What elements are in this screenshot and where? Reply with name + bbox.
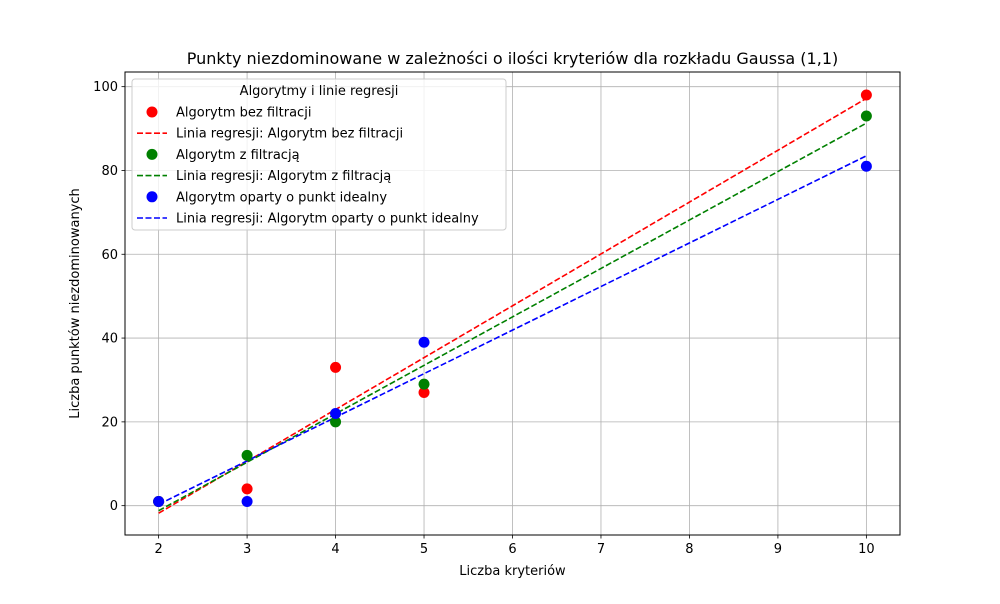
- legend-box: [131, 78, 507, 231]
- x-tick-label: 9: [774, 542, 782, 557]
- legend-label: Algorytm z filtracją: [176, 148, 300, 163]
- y-tick-label: 100: [93, 80, 118, 95]
- data-point: [418, 336, 430, 348]
- y-tick-label: 60: [101, 248, 118, 263]
- x-tick-label: 5: [420, 542, 428, 557]
- x-axis-ticks: 2 3 4 5 6 7 8 9 10: [154, 535, 875, 557]
- x-tick-label: 4: [331, 542, 339, 557]
- data-point: [860, 110, 872, 122]
- y-tick-label: 80: [101, 164, 118, 179]
- data-point: [241, 449, 253, 461]
- y-tick-label: 20: [101, 415, 118, 430]
- data-point: [241, 495, 253, 507]
- data-point: [860, 89, 872, 101]
- x-tick-label: 3: [243, 542, 251, 557]
- legend-label: Linia regresji: Algorytm oparty o punkt …: [176, 212, 479, 227]
- legend-label: Algorytm bez filtracji: [176, 106, 311, 121]
- data-point: [153, 495, 165, 507]
- legend-entries: Algorytm bez filtracji Linia regresji: Al…: [137, 106, 479, 227]
- data-point: [330, 416, 342, 428]
- data-point: [860, 160, 872, 172]
- y-axis-label: Liczba punktów niezdominowanych: [68, 188, 83, 419]
- data-point: [241, 483, 253, 495]
- regression-line: [158, 155, 867, 506]
- data-point: [330, 361, 342, 373]
- y-axis-ticks: 0 20 40 60 80 100: [93, 80, 125, 514]
- data-point: [418, 387, 430, 399]
- legend-title: Algorytmy i linie regresji: [240, 84, 399, 99]
- legend-label: Algorytm oparty o punkt idealny: [176, 190, 387, 205]
- y-tick-label: 40: [101, 332, 118, 347]
- data-point: [330, 407, 342, 419]
- chart-title: Punkty niezdominowane w zależności o ilo…: [187, 49, 838, 68]
- x-tick-label: 6: [508, 542, 516, 557]
- x-tick-label: 7: [597, 542, 605, 557]
- regression-line: [158, 122, 867, 512]
- legend-marker: [146, 148, 158, 160]
- legend-marker: [146, 191, 158, 203]
- legend-marker: [146, 106, 158, 118]
- legend-label: Linia regresji: Algorytm bez filtracji: [176, 127, 403, 142]
- legend: Algorytmy i linie regresji Algorytm bez …: [131, 78, 507, 231]
- regression-line: [158, 97, 867, 514]
- x-tick-label: 10: [858, 542, 875, 557]
- legend-label: Linia regresji: Algorytm z filtracją: [176, 169, 391, 184]
- y-tick-label: 0: [110, 499, 118, 514]
- x-tick-label: 2: [154, 542, 162, 557]
- x-axis-label: Liczba kryteriów: [459, 564, 566, 579]
- regression-lines: [158, 97, 867, 514]
- data-points: [153, 89, 872, 507]
- x-tick-label: 8: [685, 542, 693, 557]
- data-point: [418, 378, 430, 390]
